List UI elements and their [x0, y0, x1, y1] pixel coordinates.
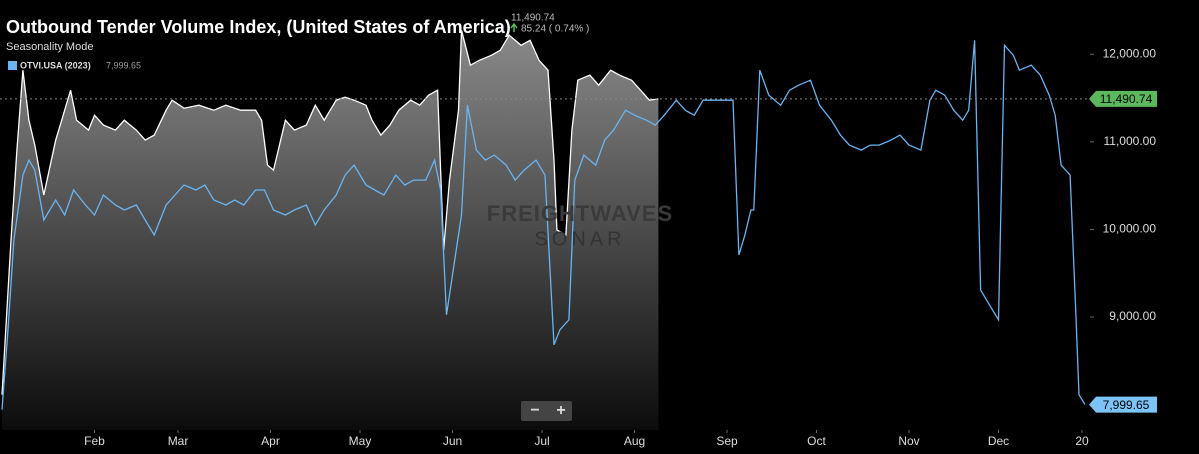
axes: 9,000.00 10,000.00 11,000.00 12,000.00 Feb Ma… — [0, 46, 1157, 448]
price-tag — [1089, 396, 1157, 413]
hover-change: 85.24 ( 0.74% ) — [521, 24, 589, 35]
chart-title: Outbound Tender Volume Index, (United St… — [6, 17, 511, 37]
x-tick-label: Mar — [168, 434, 189, 448]
zoom-controls — [521, 401, 572, 421]
y-tick-label: 12,000.00 — [1103, 46, 1157, 60]
y-tick-label: 9,000.00 — [1109, 309, 1156, 323]
x-tick-label: Dec — [988, 434, 1009, 448]
x-tick-label: Sep — [716, 434, 738, 448]
x-tick-label: May — [349, 434, 372, 448]
watermark: FREIGHTWAVES — [487, 201, 673, 226]
chart-subtitle: Seasonality Mode — [6, 41, 93, 53]
change-arrow — [510, 22, 518, 32]
line — [1, 40, 1086, 410]
x-tick-label: Jun — [443, 434, 462, 448]
hover-value: 11,490.74 — [511, 13, 555, 24]
x-tick-label: Aug — [624, 434, 645, 448]
price-tag-label: 7,999.65 — [1103, 398, 1150, 412]
legend-swatch — [8, 61, 17, 70]
x-tick-label: 20 — [1075, 434, 1089, 448]
plot-area — [1, 30, 1086, 431]
line — [1, 30, 659, 395]
price-tag-label: 11,490.74 — [1100, 92, 1153, 106]
zoom-out-button[interactable]: − — [530, 402, 539, 419]
price-tag — [1089, 90, 1157, 107]
legend-label: OTVI.USA (2023) — [20, 60, 91, 70]
x-tick-label: Jul — [534, 434, 549, 448]
x-tick-label: Nov — [898, 434, 919, 448]
legend-value: 7,999.65 — [106, 60, 141, 70]
x-tick-label: Oct — [807, 434, 826, 448]
zoom-in-button[interactable]: + — [556, 402, 565, 419]
area — [2, 30, 659, 431]
watermark: SONAR — [534, 228, 625, 250]
y-tick-label: 10,000.00 — [1103, 222, 1157, 236]
x-tick-label: Apr — [261, 434, 280, 448]
y-tick-label: 11,000.00 — [1104, 134, 1157, 148]
x-tick-label: Feb — [84, 434, 105, 448]
